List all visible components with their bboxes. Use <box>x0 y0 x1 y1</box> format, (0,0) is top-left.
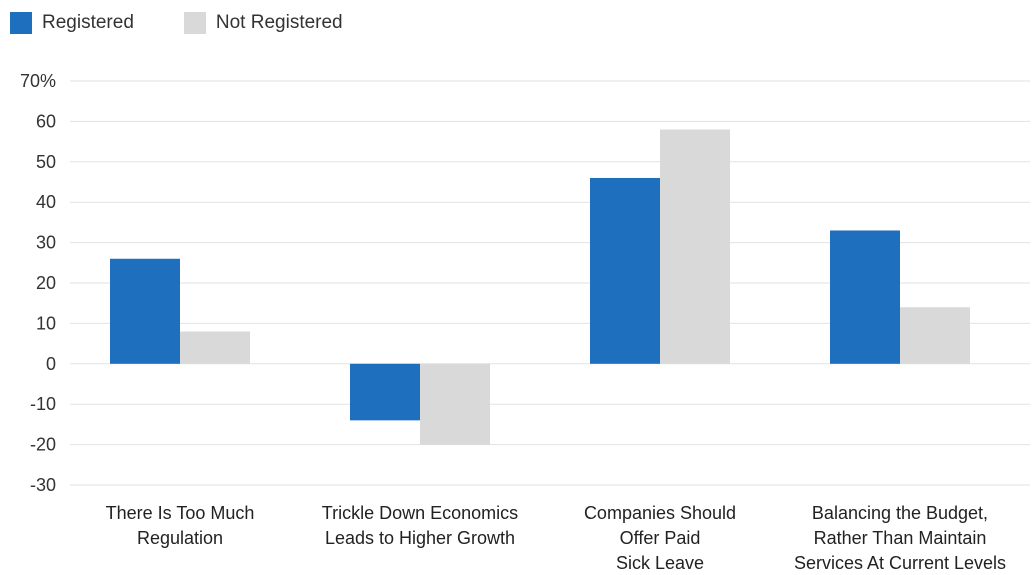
bar-registered <box>830 230 900 364</box>
y-tick-label: 40 <box>36 192 56 212</box>
x-category-label: Trickle Down Economics <box>322 503 518 523</box>
legend-label-not-registered: Not Registered <box>215 12 343 33</box>
legend-swatch-registered <box>10 12 32 34</box>
y-tick-label: 30 <box>36 233 56 253</box>
y-tick-label: 10 <box>36 313 56 333</box>
legend-swatch-not-registered <box>183 12 206 34</box>
y-tick-label: 50 <box>36 152 56 172</box>
y-tick-label: 0 <box>46 354 56 374</box>
y-tick-label: -20 <box>30 435 56 455</box>
x-category-label: Balancing the Budget, <box>812 503 988 523</box>
x-category-label: Services At Current Levels <box>794 553 1006 573</box>
x-category-label: Leads to Higher Growth <box>325 528 515 548</box>
bar-registered <box>590 177 660 364</box>
x-category-label: There Is Too Much <box>106 503 255 523</box>
y-tick-label: 70% <box>20 71 56 91</box>
x-category-label: Rather Than Maintain <box>814 528 987 548</box>
x-category-label: Offer Paid <box>620 528 701 548</box>
legend: Registered Not Registered <box>10 12 393 34</box>
y-tick-label: 60 <box>36 111 56 131</box>
legend-label-registered: Registered <box>42 12 134 33</box>
x-category-label: Sick Leave <box>616 553 704 573</box>
bar-not-registered <box>420 363 490 445</box>
y-tick-label: -30 <box>30 475 56 495</box>
bar-registered <box>110 258 180 364</box>
x-category-label: Companies Should <box>584 503 736 523</box>
bar-registered <box>350 363 420 421</box>
bar-not-registered <box>180 331 250 364</box>
y-tick-label: -10 <box>30 394 56 414</box>
bar-not-registered <box>660 129 730 364</box>
legend-item-registered: Registered <box>10 12 134 34</box>
legend-item-not-registered: Not Registered <box>183 12 343 34</box>
x-category-label: Regulation <box>137 528 223 548</box>
bar-not-registered <box>900 307 970 364</box>
y-tick-label: 20 <box>36 273 56 293</box>
